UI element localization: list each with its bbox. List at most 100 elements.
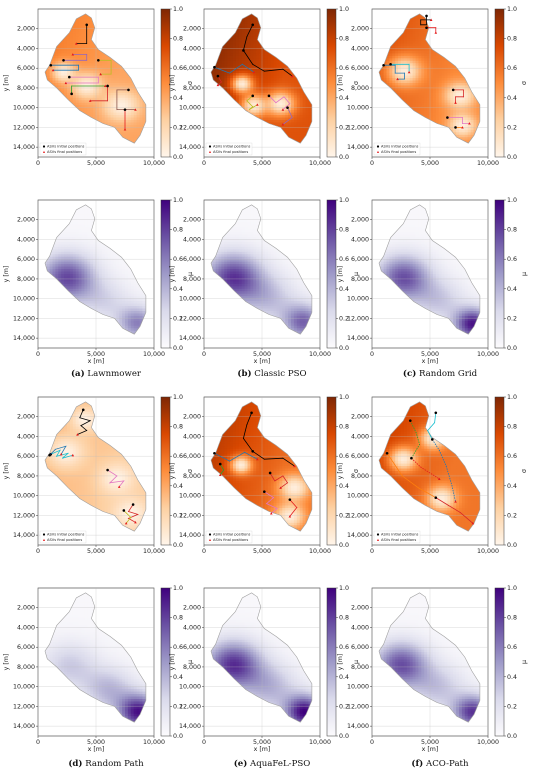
heatmap-cell <box>241 83 246 86</box>
heatmap-cell <box>259 110 263 114</box>
heatmap-cell <box>230 95 234 99</box>
heatmap-cell <box>247 38 251 42</box>
heatmap-cell <box>241 41 246 45</box>
heatmap-cell <box>139 107 143 111</box>
heatmap-cell <box>276 80 280 84</box>
heatmap-cell <box>302 100 306 104</box>
heatmap-cell <box>119 124 123 128</box>
heatmap-cell <box>288 127 292 131</box>
path-waypoint <box>116 89 118 91</box>
heatmap-cell <box>247 90 251 94</box>
heatmap-cell <box>101 105 106 109</box>
heatmap-cell <box>93 100 97 104</box>
heatmap-cell <box>273 55 277 59</box>
heatmap-cell <box>293 92 298 96</box>
heatmap-cell <box>305 100 309 104</box>
heatmap-cell <box>58 73 62 77</box>
heatmap-cell <box>233 55 237 59</box>
heatmap-cell <box>279 120 283 123</box>
heatmap-cell <box>87 97 91 101</box>
heatmap-cell <box>52 55 56 59</box>
heatmap-cell <box>264 60 269 64</box>
heatmap-cell <box>130 107 135 111</box>
heatmap-cell <box>116 127 120 131</box>
heatmap-cell <box>136 127 140 131</box>
heatmap-cell <box>107 83 111 86</box>
heatmap-cell <box>64 70 68 74</box>
heatmap-cell <box>110 78 114 82</box>
heatmap-cell <box>296 97 301 101</box>
heatmap-cell <box>75 73 80 77</box>
heatmap-cell <box>113 95 117 99</box>
heatmap-cell <box>69 83 74 86</box>
heatmap-cell <box>119 100 123 104</box>
heatmap-cell <box>75 53 80 57</box>
heatmap-cell <box>139 97 143 101</box>
heatmap-cell <box>81 55 85 59</box>
heatmap-cell <box>90 55 94 59</box>
heatmap-cell <box>247 33 251 37</box>
asv-initial-marker <box>267 94 271 98</box>
heatmap-cell <box>75 41 80 45</box>
heatmap-cell <box>127 129 132 133</box>
heatmap-cell <box>110 102 114 106</box>
heatmap-cell <box>241 73 246 77</box>
heatmap-cell <box>259 112 263 116</box>
heatmap-cell <box>139 115 143 119</box>
heatmap-cell <box>136 122 140 126</box>
heatmap-cell <box>282 75 286 79</box>
heatmap-cell <box>93 46 97 49</box>
heatmap-cell <box>293 132 298 136</box>
heatmap-cell <box>270 110 275 114</box>
heatmap-cell <box>241 55 246 59</box>
heatmap-cell <box>98 117 103 121</box>
heatmap-cell <box>288 90 292 94</box>
heatmap-cell <box>116 112 120 116</box>
heatmap-cell <box>110 70 114 74</box>
heatmap-cell <box>235 80 240 84</box>
heatmap-cell <box>267 75 272 79</box>
heatmap-cell <box>299 117 304 121</box>
heatmap-cell <box>264 105 269 109</box>
heatmap-cell <box>256 78 260 82</box>
heatmap-cell <box>267 58 272 62</box>
heatmap-cell <box>235 95 240 99</box>
heatmap-cell <box>224 63 228 67</box>
heatmap-cell <box>55 55 59 59</box>
heatmap-cell <box>256 80 260 84</box>
heatmap-cell <box>247 50 251 54</box>
heatmap-cell <box>116 85 120 89</box>
asv-final-marker <box>216 83 220 87</box>
heatmap-cell <box>130 87 135 91</box>
heatmap-cell <box>235 97 240 101</box>
heatmap-cell <box>142 102 146 106</box>
heatmap-cell <box>296 92 301 96</box>
heatmap-cell <box>127 137 132 141</box>
heatmap-cell <box>81 105 85 109</box>
heatmap-cell <box>244 68 248 72</box>
heatmap-cell <box>125 112 129 116</box>
heatmap-cell <box>72 80 77 84</box>
heatmap-cell <box>122 102 126 106</box>
heatmap-cell <box>241 97 246 101</box>
heatmap-cell <box>130 100 135 104</box>
heatmap-cell <box>87 95 91 99</box>
heatmap-cell <box>282 127 286 131</box>
heatmap-cell <box>273 117 277 121</box>
heatmap-cell <box>101 73 106 77</box>
heatmap-cell <box>104 115 109 119</box>
heatmap-cell <box>256 21 260 25</box>
heatmap-cell <box>267 73 272 77</box>
heatmap-cell <box>259 115 263 119</box>
heatmap-cell <box>78 85 82 89</box>
heatmap-cell <box>90 102 94 106</box>
heatmap-cell <box>75 50 80 54</box>
heatmap-cell <box>230 65 234 69</box>
heatmap-cell <box>311 112 312 116</box>
heatmap-cell <box>235 38 240 42</box>
heatmap-cell <box>81 26 85 30</box>
heatmap-cell <box>244 102 248 106</box>
heatmap-cell <box>72 55 77 59</box>
heatmap-cell <box>58 55 62 59</box>
heatmap-cell <box>230 41 234 45</box>
